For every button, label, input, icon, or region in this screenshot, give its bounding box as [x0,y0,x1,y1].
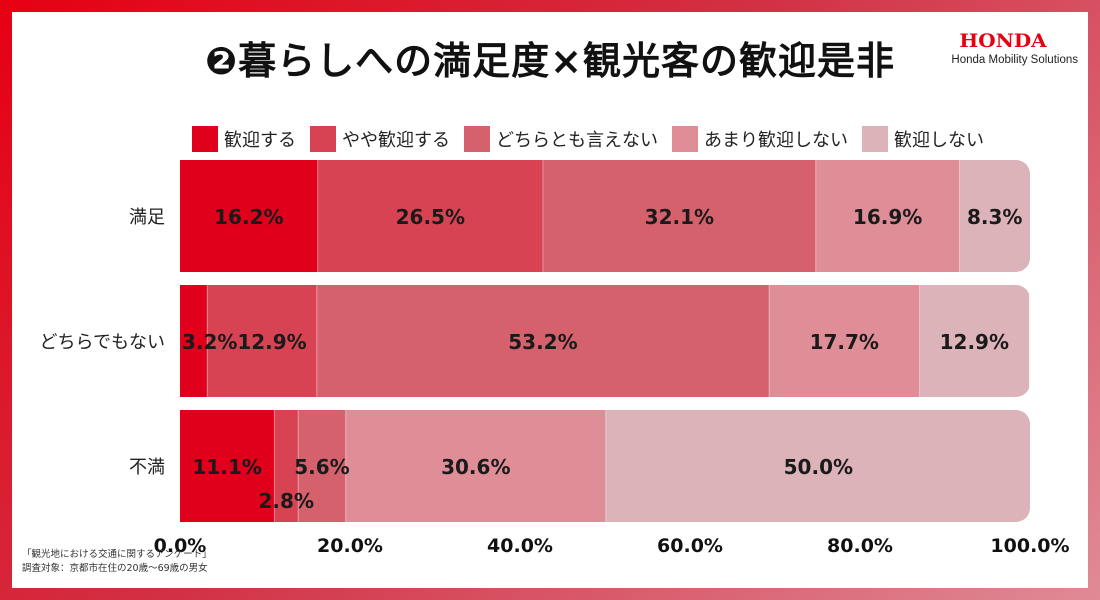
data-label: 32.1% [645,205,714,229]
bar-segment [274,410,299,522]
data-label: 50.0% [784,455,853,479]
bar-segment [180,160,318,272]
legend-item: 歓迎しない [862,126,984,152]
x-tick-label: 80.0% [827,535,893,557]
bar-segment [769,285,920,397]
category-label: 不満 [129,457,165,478]
data-label: 30.6% [441,455,510,479]
x-tick-label: 20.0% [317,535,383,557]
legend-label: あまり歓迎しない [704,130,848,151]
data-label: 16.2% [214,205,283,229]
legend-item: どちらとも言えない [464,126,658,152]
legend-swatch [672,126,698,152]
bar-segment [317,160,543,272]
logo-wordmark: HONDA [959,30,1047,52]
legend-swatch [310,126,336,152]
honda-logo: HONDA Honda Mobility Solutions [928,30,1078,66]
legend-item: あまり歓迎しない [672,126,848,152]
bar-segment [298,410,346,522]
data-label: 26.5% [396,205,465,229]
chart-title: ❷暮らしへの満足度×観光客の歓迎是非 [204,39,895,83]
legend-label: どちらとも言えない [496,130,658,151]
legend-swatch [464,126,490,152]
bar-segment [180,285,208,397]
bar-segment [180,410,275,522]
category-label: どちらでもない [40,332,165,353]
bar-row [180,285,1030,397]
bar-row [180,160,1030,272]
data-label: 5.6% [294,455,349,479]
logo-subtitle: Honda Mobility Solutions [951,54,1078,66]
legend-swatch [192,126,218,152]
data-label: 12.9% [940,330,1009,354]
footnote-survey: 「観光地における交通に関するアンケート」 [22,549,212,560]
data-label: 12.9% [237,330,306,354]
bar-segment [207,285,317,397]
chart-legend: 歓迎する やや歓迎する どちらとも言えない あまり歓迎しない 歓迎しない [192,124,998,154]
legend-swatch [862,126,888,152]
bar-segment [605,410,1030,522]
x-tick-label: 60.0% [657,535,723,557]
bar-segment [919,285,1030,397]
x-tick-label: 0.0% [154,535,207,557]
data-label: 53.2% [508,330,577,354]
legend-item: 歓迎する [192,126,296,152]
bar-segment [316,285,770,397]
x-tick-label: 40.0% [487,535,553,557]
bar-row [180,410,1030,522]
data-label: 11.1% [192,455,261,479]
data-label: 16.9% [853,205,922,229]
data-label: 2.8% [259,489,314,513]
legend-label: 歓迎する [224,130,296,151]
category-label: 満足 [129,207,165,228]
bar-segment [542,160,816,272]
legend-item: やや歓迎する [310,126,450,152]
footnote: 「観光地における交通に関するアンケート」 調査対象：京都市在住の20歳〜69歳の… [22,548,212,576]
x-tick-label: 100.0% [990,535,1069,557]
legend-label: やや歓迎する [342,130,450,151]
data-label: 17.7% [810,330,879,354]
data-label: 3.2% [182,330,237,354]
bar-segment [959,160,1030,272]
bar-segment [345,410,606,522]
data-label: 8.3% [967,205,1022,229]
legend-label: 歓迎しない [894,130,984,151]
bar-segment [815,160,960,272]
footnote-target: 調査対象：京都市在住の20歳〜69歳の男女 [22,563,208,574]
